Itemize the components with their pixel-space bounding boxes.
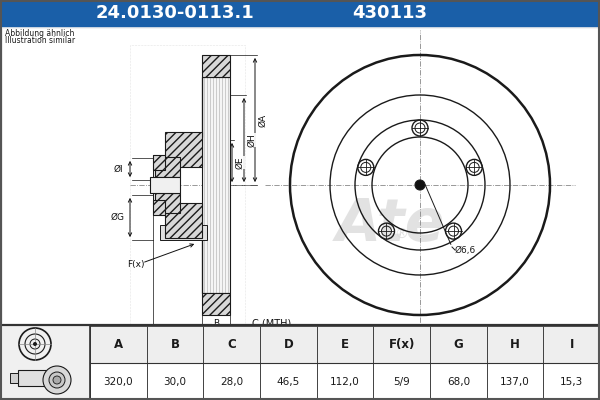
Bar: [317, 326, 373, 363]
Bar: [430, 363, 487, 400]
Text: 24.0130-0113.1: 24.0130-0113.1: [95, 4, 254, 22]
Circle shape: [33, 342, 37, 346]
Text: F(x): F(x): [388, 338, 415, 351]
Circle shape: [49, 372, 65, 388]
Bar: [317, 363, 373, 400]
Bar: [0, 26, 600, 325]
Text: D: D: [188, 330, 195, 338]
Bar: [153, 155, 165, 170]
Bar: [0, 325, 600, 400]
Bar: [10, 373, 18, 383]
Bar: [150, 177, 180, 193]
Bar: [90, 326, 146, 363]
Circle shape: [43, 366, 71, 394]
Text: Illustration similar: Illustration similar: [5, 36, 75, 45]
Bar: [260, 326, 317, 363]
Text: D: D: [283, 338, 293, 351]
Text: 68,0: 68,0: [447, 376, 470, 386]
Bar: [155, 157, 180, 177]
Bar: [373, 326, 430, 363]
Text: ØE: ØE: [235, 156, 245, 169]
Bar: [165, 132, 202, 167]
Circle shape: [53, 376, 61, 384]
Bar: [202, 55, 230, 77]
Text: G: G: [454, 338, 463, 351]
Text: 5/9: 5/9: [393, 376, 410, 386]
Text: ØH: ØH: [248, 133, 257, 147]
Text: E: E: [341, 338, 349, 351]
Bar: [18, 370, 46, 386]
Text: 112,0: 112,0: [330, 376, 360, 386]
Text: Ø6,6: Ø6,6: [455, 246, 476, 254]
Text: A: A: [114, 338, 123, 351]
Bar: [146, 326, 203, 363]
Circle shape: [415, 180, 425, 190]
Text: 320,0: 320,0: [104, 376, 133, 386]
Bar: [260, 363, 317, 400]
Text: ®: ®: [394, 228, 408, 242]
Bar: [90, 363, 146, 400]
Bar: [160, 225, 207, 240]
Bar: [165, 203, 202, 238]
Bar: [544, 363, 600, 400]
Bar: [3, 29, 597, 322]
Bar: [430, 326, 487, 363]
Bar: [203, 363, 260, 400]
Text: 430113: 430113: [353, 4, 427, 22]
Text: 28,0: 28,0: [220, 376, 243, 386]
Bar: [155, 193, 180, 213]
Bar: [202, 293, 230, 315]
Text: Abbildung ähnlich: Abbildung ähnlich: [5, 29, 74, 38]
Text: ØI: ØI: [113, 164, 123, 174]
Text: 15,3: 15,3: [560, 376, 583, 386]
Text: ØA: ØA: [259, 114, 268, 126]
Bar: [153, 200, 165, 215]
Bar: [487, 363, 544, 400]
Bar: [202, 77, 230, 293]
Bar: [0, 0, 600, 26]
Text: 137,0: 137,0: [500, 376, 530, 386]
Bar: [373, 363, 430, 400]
Text: B: B: [213, 320, 219, 328]
Text: F(x): F(x): [127, 260, 145, 270]
Bar: [130, 45, 245, 325]
Text: C: C: [227, 338, 236, 351]
Bar: [0, 325, 90, 400]
Text: Ate: Ate: [335, 196, 445, 254]
Bar: [544, 326, 600, 363]
Bar: [153, 155, 165, 215]
Text: I: I: [569, 338, 574, 351]
Bar: [146, 363, 203, 400]
Text: C (MTH): C (MTH): [252, 319, 291, 329]
Text: 46,5: 46,5: [277, 376, 300, 386]
Text: ØG: ØG: [111, 212, 125, 222]
Text: B: B: [170, 338, 179, 351]
Bar: [203, 326, 260, 363]
Text: H: H: [510, 338, 520, 351]
Text: 30,0: 30,0: [163, 376, 187, 386]
Bar: [487, 326, 544, 363]
